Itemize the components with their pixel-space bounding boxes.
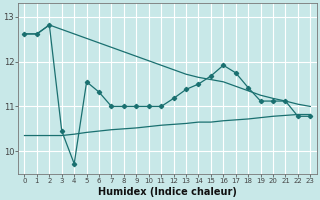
X-axis label: Humidex (Indice chaleur): Humidex (Indice chaleur)	[98, 187, 237, 197]
